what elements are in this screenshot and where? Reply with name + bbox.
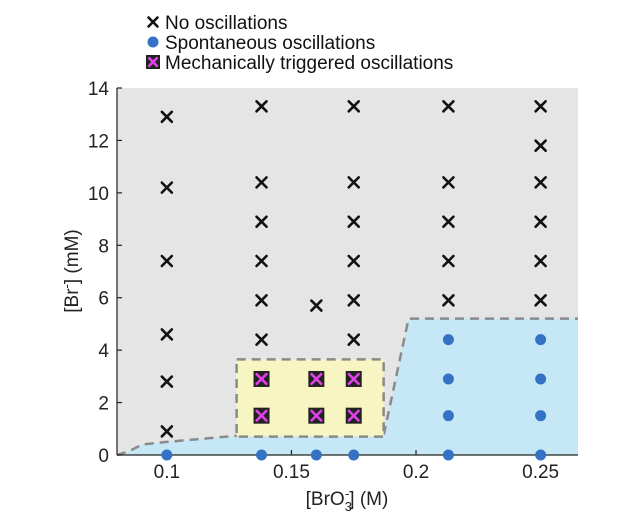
no-oscillation-point xyxy=(534,294,547,307)
x-tick-label: 0.2 xyxy=(403,462,429,483)
axis-titles: [BrO3-] (M) [Br-] (mM) xyxy=(59,229,388,514)
y-tick-label: 2 xyxy=(98,394,109,415)
no-oscillation-point xyxy=(442,176,455,189)
mechanical-point xyxy=(345,407,362,424)
legend-label: Spontaneous oscillations xyxy=(165,33,375,54)
legend-label: No oscillations xyxy=(165,13,288,34)
spontaneous-point xyxy=(348,449,360,461)
y-tick-label: 6 xyxy=(98,289,109,310)
x-tick-label: 0.1 xyxy=(154,462,180,483)
no-oscillation-point xyxy=(347,333,361,346)
spontaneous-point xyxy=(535,410,547,422)
y-tick-label: 14 xyxy=(88,79,110,100)
y-tick-label: 4 xyxy=(98,341,109,362)
no-oscillation-point xyxy=(442,100,455,113)
spontaneous-point xyxy=(535,334,547,346)
legend-boxx-marker xyxy=(146,55,160,69)
x-axis-title: [BrO3-] (M) xyxy=(306,486,389,514)
spontaneous-point xyxy=(535,449,547,461)
no-oscillation-point xyxy=(534,100,547,113)
legend-dot-marker xyxy=(147,36,159,48)
no-oscillation-point xyxy=(160,425,174,438)
no-oscillation-point xyxy=(310,299,323,312)
y-tick-label: 12 xyxy=(88,131,109,152)
no-oscillation-point xyxy=(442,215,455,228)
spontaneous-point xyxy=(442,334,454,346)
mechanical-point xyxy=(253,407,270,424)
y-tick-label: 8 xyxy=(98,236,109,257)
mechanical-point xyxy=(308,407,325,424)
legend-spontaneous: Spontaneous oscillations xyxy=(147,33,375,54)
no-oscillation-point xyxy=(255,215,268,228)
no-oscillation-point xyxy=(255,254,268,268)
spontaneous-point xyxy=(442,373,454,385)
no-oscillation-point xyxy=(347,254,361,268)
no-oscillation-point xyxy=(255,294,268,307)
no-oscillation-point xyxy=(255,333,268,346)
spontaneous-point xyxy=(310,449,322,461)
spontaneous-point xyxy=(256,449,268,461)
markers xyxy=(160,100,547,461)
mechanical-point xyxy=(253,370,270,387)
mechanical-region xyxy=(235,358,385,438)
no-oscillation-point xyxy=(160,181,174,194)
no-oscillation-point xyxy=(534,254,547,268)
no-oscillation-point xyxy=(347,215,361,228)
spontaneous-boundary-line xyxy=(116,317,578,457)
no-oscillation-point xyxy=(255,100,268,113)
no-oscillation-point xyxy=(347,176,361,189)
legend-label: Mechanically triggered oscillations xyxy=(165,53,453,74)
spontaneous-point xyxy=(161,449,173,461)
no-oscillation-point xyxy=(255,176,268,189)
plot-regions xyxy=(116,88,578,457)
spontaneous-region xyxy=(117,318,578,455)
x-tick-label: 0.15 xyxy=(273,462,310,483)
legend-mechanical: Mechanically triggered oscillations xyxy=(146,53,453,74)
no-oscillation-point xyxy=(442,294,455,307)
no-oscillation-point xyxy=(442,254,455,268)
y-tick-label: 10 xyxy=(88,184,109,205)
y-axis-title: [Br-] (mM) xyxy=(59,229,83,313)
y-tick-label: 0 xyxy=(98,446,109,467)
spontaneous-point xyxy=(535,373,547,385)
no-oscillation-point xyxy=(347,100,361,113)
no-oscillation-point xyxy=(534,176,547,189)
no-oscillation-point xyxy=(160,110,174,124)
no-oscillation-point xyxy=(160,375,174,388)
legend-no-oscillations: No oscillations xyxy=(147,13,288,34)
x-tick-label: 0.25 xyxy=(522,462,559,483)
spontaneous-point xyxy=(442,410,454,422)
no-oscillation-point xyxy=(534,139,547,152)
no-oscillation-point xyxy=(160,254,174,268)
axes: 0 2 4 6 8 10 12 14 0.1 0.15 0.2 0.25 xyxy=(88,79,578,483)
spontaneous-point xyxy=(442,449,454,461)
no-oscillation-point xyxy=(160,328,174,341)
no-oscillation-point xyxy=(347,294,361,307)
mechanical-point xyxy=(345,370,362,387)
mechanical-point xyxy=(308,370,325,387)
no-oscillation-point xyxy=(534,215,547,228)
legend-x-marker xyxy=(147,16,159,28)
